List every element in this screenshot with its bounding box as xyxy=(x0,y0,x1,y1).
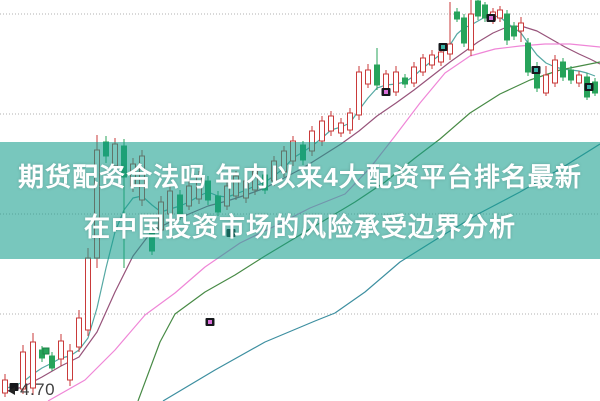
headline-banner: 期货配资合法吗 年内以来4大配资平台排名最新 在中国投资市场的风险承受边界分析 xyxy=(0,142,600,259)
left-arrow-icon xyxy=(8,387,15,395)
headline-line-2: 在中国投资市场的风险承受边界分析 xyxy=(83,212,516,242)
price-annotation: 4.70 xyxy=(20,380,56,399)
headline-line-1: 期货配资合法吗 年内以来4大配资平台排名最新 xyxy=(18,162,582,192)
